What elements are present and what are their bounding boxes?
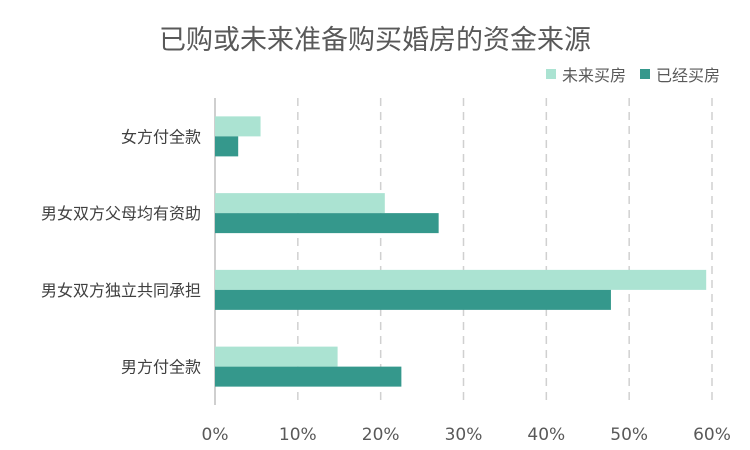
bar: [215, 193, 385, 214]
bar: [215, 289, 611, 310]
x-tick-label: 30%: [445, 425, 483, 445]
bar: [215, 269, 707, 290]
legend-item-bought: 已经买房: [639, 62, 720, 86]
category-label: 女方付全款: [121, 127, 201, 146]
legend-item-future: 未来买房: [545, 62, 626, 86]
x-tick-label: 40%: [527, 425, 565, 445]
bar: [215, 136, 239, 157]
bar: [215, 346, 338, 367]
legend-label-bought: 已经买房: [655, 66, 720, 85]
legend: 未来买房 已经买房: [545, 62, 720, 86]
legend-swatch-future: [545, 69, 556, 79]
x-tick-label: 10%: [279, 425, 317, 445]
chart-title: 已购或未来准备购买婚房的资金来源: [159, 25, 591, 56]
x-tick-label: 0%: [202, 425, 229, 445]
legend-label-future: 未来买房: [561, 66, 626, 85]
x-tick-label: 20%: [362, 425, 400, 445]
bar: [215, 213, 439, 234]
bar: [215, 116, 261, 137]
bar: [215, 366, 402, 387]
x-tick-label: 60%: [693, 425, 731, 445]
legend-swatch-bought: [639, 69, 650, 79]
category-label: 男女双方父母均有资助: [41, 204, 201, 223]
category-label: 男女双方独立共同承担: [41, 281, 201, 300]
x-tick-label: 50%: [610, 425, 648, 445]
category-label: 男方付全款: [121, 358, 201, 377]
